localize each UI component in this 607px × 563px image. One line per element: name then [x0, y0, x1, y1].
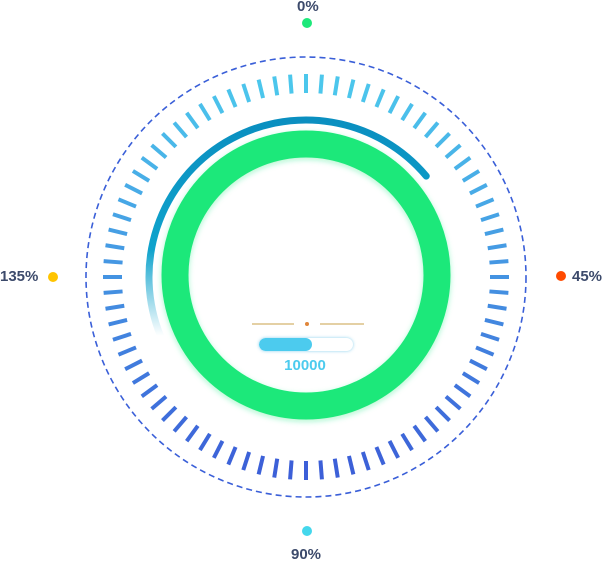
tick-mark [112, 331, 132, 342]
tick-mark [185, 111, 200, 130]
tick-mark [480, 212, 500, 223]
tick-mark [484, 227, 504, 236]
tick-mark [374, 88, 386, 108]
tick-mark [489, 259, 509, 265]
tick-mark [212, 440, 225, 459]
tick-mark [423, 121, 440, 139]
marker-dot-right [556, 271, 566, 281]
marker-dot-left [48, 272, 58, 282]
tick-mark [105, 243, 125, 251]
tick-mark [347, 455, 356, 475]
tick-mark [161, 132, 178, 149]
tick-mark [360, 83, 371, 103]
tick-mark [212, 95, 225, 114]
tick-mark [487, 303, 507, 311]
tick-mark [185, 424, 200, 443]
marker-label-top: 0% [297, 0, 319, 15]
tick-mark [117, 345, 137, 357]
tick-mark [226, 446, 238, 466]
tick-mark [461, 371, 481, 385]
tick-mark [412, 424, 427, 443]
tick-mark [469, 183, 488, 196]
tick-mark [140, 156, 159, 171]
tick-mark [112, 212, 132, 223]
tick-mark [124, 358, 143, 371]
tick-mark [480, 331, 500, 342]
tick-mark [272, 76, 280, 96]
tick-mark [108, 318, 128, 327]
tick-mark [412, 111, 427, 130]
tick-mark [360, 451, 371, 471]
dashed-outer-ring [85, 56, 527, 498]
center-divider [252, 322, 364, 326]
tick-mark [475, 197, 495, 209]
tick-mark [103, 259, 123, 265]
tick-mark [453, 156, 472, 171]
tick-mark [347, 79, 356, 99]
tick-mark [150, 394, 168, 411]
tick-mark [198, 102, 212, 122]
tick-mark [453, 383, 472, 398]
divider-dot [305, 322, 309, 326]
tick-mark [400, 432, 414, 452]
tick-mark [387, 95, 400, 114]
tick-mark [400, 102, 414, 122]
tick-mark [241, 451, 252, 471]
tick-mark [117, 197, 137, 209]
marker-label-bottom: 90% [291, 546, 322, 563]
tick-mark [124, 183, 143, 196]
tick-mark [469, 358, 488, 371]
tick-mark [131, 169, 151, 183]
tick-mark [387, 440, 400, 459]
tick-mark [318, 460, 324, 480]
tick-mark [489, 289, 509, 295]
tick-mark [105, 303, 125, 311]
tick-mark [423, 415, 440, 433]
tick-mark [131, 371, 151, 385]
tick-mark [198, 432, 212, 452]
marker-label-right: 45% [572, 268, 603, 285]
marker-dot-bottom [302, 526, 312, 536]
tick-mark [484, 318, 504, 327]
tick-mark [140, 383, 159, 398]
tick-mark [288, 460, 294, 480]
tick-mark [461, 169, 481, 183]
tick-mark [475, 345, 495, 357]
marker-dot-top [302, 18, 312, 28]
tick-mark [332, 458, 340, 478]
tick-mark [434, 405, 451, 422]
tick-mark [226, 88, 238, 108]
tick-mark [256, 79, 265, 99]
tick-mark [150, 143, 168, 160]
progress-arc [145, 116, 430, 340]
tick-mark [272, 458, 280, 478]
center-progress-bar [259, 338, 353, 351]
center-progress-fill [259, 338, 312, 351]
tick-mark [103, 289, 123, 295]
tick-mark [172, 415, 189, 433]
tick-mark [444, 143, 462, 160]
tick-mark [108, 227, 128, 236]
tick-mark [241, 83, 252, 103]
tick-mark [332, 76, 340, 96]
tick-mark [434, 132, 451, 149]
tick-mark [161, 405, 178, 422]
tick-mark [374, 446, 386, 466]
tick-mark [487, 243, 507, 251]
tick-mark [172, 121, 189, 139]
green-ring [161, 130, 451, 420]
tick-mark [444, 394, 462, 411]
tick-ring [103, 74, 509, 480]
center-value: 10000 [284, 357, 326, 374]
tick-mark [318, 74, 324, 94]
tick-mark [256, 455, 265, 475]
tick-mark [288, 74, 294, 94]
marker-label-left: 135% [0, 268, 39, 285]
